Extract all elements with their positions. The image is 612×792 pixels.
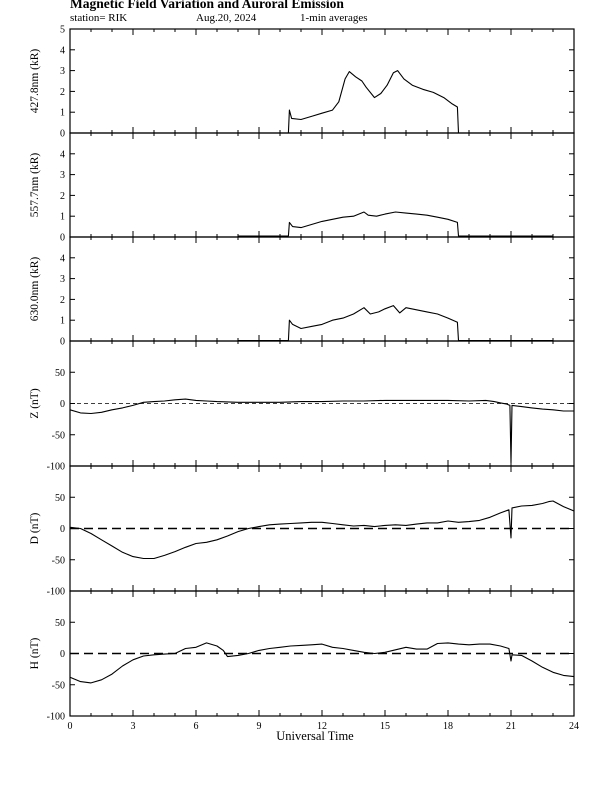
y-tick-label: 0 xyxy=(60,129,65,140)
y-tick-label: 50 xyxy=(55,368,65,379)
y-tick-label: 0 xyxy=(60,399,65,410)
y-tick-label: 2 xyxy=(60,87,65,98)
y-tick-label: -50 xyxy=(52,430,65,441)
y-tick-label: -100 xyxy=(47,462,65,473)
y-tick-label: 2 xyxy=(60,295,65,306)
series-line xyxy=(238,211,553,237)
y-tick-label: -100 xyxy=(47,587,65,598)
y-tick-label: 0 xyxy=(60,649,65,660)
y-tick-label: 1 xyxy=(60,108,65,119)
chart-title: Magnetic Field Variation and Auroral Emi… xyxy=(70,0,344,11)
y-tick-label: 50 xyxy=(55,618,65,629)
y-tick-label: 0 xyxy=(60,233,65,244)
x-tick-label: 18 xyxy=(443,721,453,732)
date-label: Aug.20, 2024 xyxy=(196,12,257,24)
averaging-label: 1-min averages xyxy=(300,12,368,24)
y-axis-label: 427.8nm (kR) xyxy=(29,49,41,114)
y-tick-label: 3 xyxy=(60,66,65,77)
series-line xyxy=(238,305,553,342)
y-tick-label: 4 xyxy=(60,253,65,264)
x-tick-label: 15 xyxy=(380,721,390,732)
y-tick-label: 0 xyxy=(60,524,65,535)
y-tick-label: 50 xyxy=(55,493,65,504)
series-line xyxy=(69,398,574,464)
series-line xyxy=(69,500,575,560)
x-tick-label: 0 xyxy=(68,721,73,732)
series-line xyxy=(287,70,460,134)
x-axis-label: Universal Time xyxy=(276,729,354,743)
y-tick-label: 2 xyxy=(60,191,65,202)
y-tick-label: -50 xyxy=(52,680,65,691)
x-tick-label: 21 xyxy=(506,721,516,732)
y-tick-label: -50 xyxy=(52,555,65,566)
y-axis-label: H (nT) xyxy=(29,638,41,670)
x-tick-label: 12 xyxy=(317,721,327,732)
y-tick-label: 4 xyxy=(60,45,65,56)
y-tick-label: 1 xyxy=(60,316,65,327)
y-axis-label: D (nT) xyxy=(29,513,41,545)
series-line xyxy=(69,642,575,684)
y-tick-label: -100 xyxy=(47,712,65,723)
y-axis-label: Z (nT) xyxy=(29,388,41,419)
y-tick-label: 0 xyxy=(60,337,65,348)
x-tick-label: 6 xyxy=(194,721,199,732)
y-tick-label: 1 xyxy=(60,212,65,223)
y-tick-label: 5 xyxy=(60,25,65,36)
y-axis-label: 557.7nm (kR) xyxy=(29,153,41,218)
y-axis-label: 630.0nm (kR) xyxy=(29,257,41,322)
x-tick-label: 9 xyxy=(257,721,262,732)
y-tick-label: 4 xyxy=(60,149,65,160)
panel-frame xyxy=(69,236,575,342)
x-tick-label: 3 xyxy=(131,721,136,732)
x-tick-label: 24 xyxy=(569,721,579,732)
y-tick-label: 3 xyxy=(60,170,65,181)
y-tick-label: 3 xyxy=(60,274,65,285)
station-label: station= RIK xyxy=(70,12,128,24)
panel-frame xyxy=(69,28,575,134)
